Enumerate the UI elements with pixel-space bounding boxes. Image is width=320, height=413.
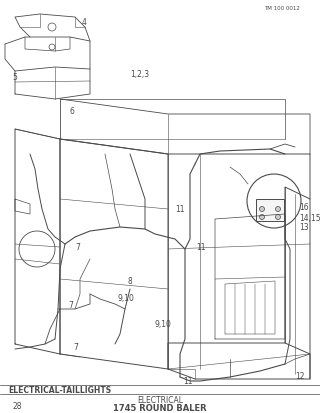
- Text: 14,15: 14,15: [299, 213, 320, 222]
- Text: 1745 ROUND BALER: 1745 ROUND BALER: [113, 404, 207, 413]
- Text: 9,10: 9,10: [118, 293, 135, 302]
- Text: 11: 11: [196, 243, 205, 252]
- Circle shape: [276, 215, 281, 220]
- Circle shape: [276, 207, 281, 212]
- Text: 7: 7: [75, 243, 80, 252]
- Circle shape: [260, 215, 265, 220]
- Text: 9,10: 9,10: [155, 320, 172, 329]
- Circle shape: [260, 207, 265, 212]
- Text: 6: 6: [70, 107, 75, 116]
- Text: 8: 8: [127, 277, 132, 286]
- Text: TM 100 0012: TM 100 0012: [264, 5, 300, 10]
- Text: ELECTRICAL-TAILLIGHTS: ELECTRICAL-TAILLIGHTS: [8, 386, 111, 394]
- Text: 12: 12: [295, 372, 305, 380]
- Text: 4: 4: [82, 17, 87, 26]
- Text: 13: 13: [299, 223, 308, 232]
- Text: 16: 16: [299, 203, 308, 212]
- Text: ELECTRICAL: ELECTRICAL: [137, 396, 183, 404]
- Text: 7: 7: [73, 343, 78, 351]
- Text: 5: 5: [12, 74, 17, 82]
- Text: 7: 7: [68, 300, 73, 309]
- Text: 28: 28: [12, 401, 21, 411]
- Text: 1,2,3: 1,2,3: [130, 70, 149, 79]
- FancyBboxPatch shape: [256, 199, 284, 221]
- Text: 11: 11: [175, 205, 185, 214]
- Text: 11: 11: [183, 377, 193, 386]
